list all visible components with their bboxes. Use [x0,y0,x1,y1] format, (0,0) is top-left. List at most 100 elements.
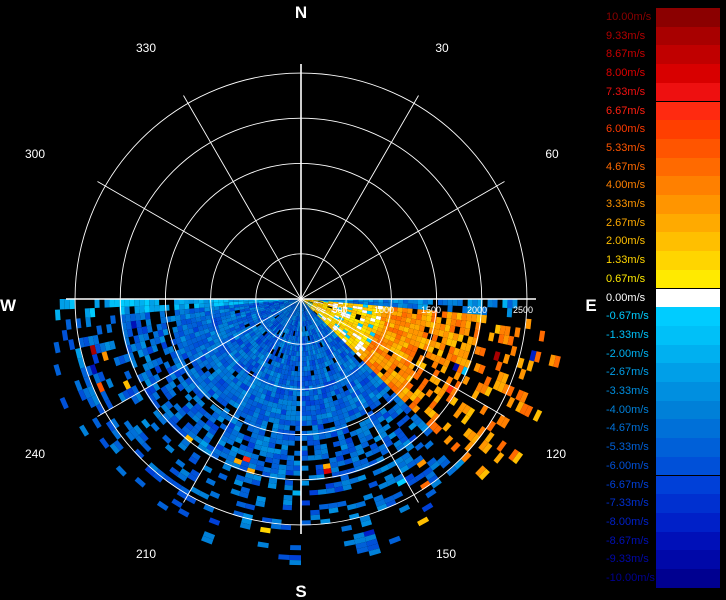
velocity-cell [149,305,154,312]
velocity-cell [99,437,109,449]
legend-label: 0.00m/s [606,292,645,305]
velocity-cell [344,539,356,546]
velocity-cell [307,430,313,435]
legend-label: -2.00m/s [606,348,649,361]
velocity-cell [279,464,287,470]
velocity-cell [283,395,288,401]
velocity-cell [319,434,326,440]
velocity-cell [286,465,294,470]
velocity-cell [301,466,308,471]
velocity-cell [206,478,216,486]
velocity-cell [289,435,295,440]
legend-label: 8.00m/s [606,67,645,80]
velocity-cell [244,301,249,304]
velocity-cell [204,307,209,312]
velocity-cell [313,440,320,446]
velocity-cell [274,449,281,455]
velocity-cell [296,356,299,361]
legend-row: 2.00m/s [604,232,720,251]
velocity-cell [179,309,185,315]
velocity-cell [310,515,320,521]
velocity-cell [447,312,453,319]
velocity-cell [446,318,452,325]
legend-swatch [656,214,720,233]
velocity-cell [280,454,287,460]
velocity-cell [301,446,308,451]
velocity-cell [286,405,291,410]
velocity-cell [141,419,150,429]
velocity-cell [94,299,99,308]
velocity-cell [280,414,286,420]
legend-swatch [656,401,720,420]
velocity-cell [495,361,503,371]
velocity-cell [413,304,418,309]
velocity-cell [278,424,284,430]
velocity-cell [174,310,180,316]
velocity-cell [190,313,196,318]
velocity-cell [402,312,408,317]
velocity-cell [92,354,99,364]
velocity-cell [277,429,284,435]
velocity-cell [301,421,307,426]
velocity-cell [493,351,500,361]
velocity-cell [309,490,318,496]
legend-swatch [656,64,720,83]
velocity-cell [317,419,323,425]
velocity-cell [293,381,297,386]
velocity-cell [452,312,458,319]
velocity-cell [185,314,191,320]
velocity-cell [295,436,301,441]
azimuth-spoke [301,182,505,300]
velocity-cell [307,371,311,376]
legend-row: 4.67m/s [604,158,720,177]
velocity-cell [124,299,129,307]
velocity-cell [506,397,515,408]
legend-swatch [656,569,720,588]
velocity-cell [397,312,403,317]
velocity-cell [296,351,299,356]
velocity-cell [134,299,139,306]
velocity-cell [443,299,448,305]
legend-label: -8.00m/s [606,516,649,529]
velocity-cell [347,503,357,510]
velocity-cell [281,445,288,451]
legend-label: -2.67m/s [606,366,649,379]
velocity-cell [194,303,199,308]
legend-swatch [656,382,720,401]
velocity-cell [403,303,408,308]
velocity-cell [320,444,327,450]
velocity-cell [295,361,298,366]
velocity-cell [171,498,182,508]
velocity-cell [304,361,307,366]
velocity-cell [453,299,458,306]
velocity-cell [304,371,308,376]
velocity-cell [337,501,347,508]
velocity-cell [204,303,209,307]
legend-label: -4.00m/s [606,404,649,417]
velocity-cell [257,542,268,549]
legend-label: 1.33m/s [606,254,645,267]
velocity-cell [451,442,461,452]
velocity-cell [407,308,412,313]
velocity-cell [181,319,187,325]
legend-label: 9.33m/s [606,30,645,43]
legend-swatch [656,83,720,102]
velocity-cell [290,545,301,550]
velocity-cell [314,400,319,406]
velocity-cell [417,517,429,527]
legend-row: 8.67m/s [604,45,720,64]
velocity-cell [124,370,132,380]
velocity-cell [431,316,437,323]
velocity-cell [135,477,146,488]
velocity-cell [68,339,75,350]
velocity-cell [281,409,287,415]
west-label: W [0,296,17,315]
legend-row: -10.00m/s [604,569,720,588]
velocity-cell [389,536,401,545]
velocity-cell [526,360,534,371]
legend-swatch [656,494,720,513]
velocity-cell [303,351,306,356]
velocity-cell [305,381,309,386]
velocity-cell [218,473,228,481]
velocity-cell [164,305,169,311]
